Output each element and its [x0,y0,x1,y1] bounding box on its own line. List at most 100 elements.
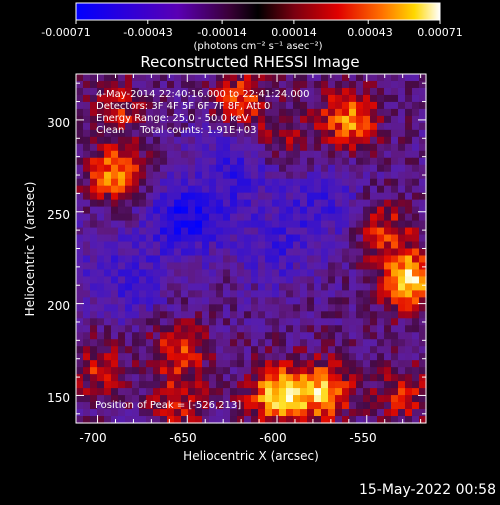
heatmap-cell [251,304,259,312]
heatmap-cell [384,409,392,417]
heatmap-cell [104,332,112,340]
heatmap-cell [398,150,406,159]
heatmap-cell [258,157,266,166]
heatmap-cell [118,192,126,201]
heatmap-cell [83,367,91,375]
heatmap-cell [160,220,168,229]
heatmap-cell [90,318,98,326]
heatmap-cell [216,255,224,264]
heatmap-cell [377,227,385,236]
heatmap-cell [328,157,336,166]
heatmap-cell [97,115,105,124]
heatmap-cell [272,234,280,243]
heatmap-cell [230,115,238,124]
heatmap-cell [132,346,140,354]
heatmap-cell [272,171,280,180]
heatmap-cell [300,157,308,166]
heatmap-cell [111,262,119,271]
heatmap-cell [139,255,147,264]
heatmap-cell [237,220,245,229]
heatmap-cell [265,129,273,138]
heatmap-cell [188,388,196,396]
heatmap-cell [90,346,98,354]
heatmap-cell [223,136,231,145]
heatmap-cell [412,339,420,347]
heatmap-cell [314,318,322,326]
heatmap-cell [90,199,98,208]
heatmap-cell [356,178,364,187]
heatmap-cell [251,353,259,361]
heatmap-cell [83,325,91,333]
heatmap-cell [328,255,336,264]
heatmap-cell [412,192,420,201]
heatmap-cell [370,325,378,333]
heatmap-cell [223,108,231,117]
heatmap-cell [405,164,413,173]
heatmap-cell [132,94,140,103]
heatmap-cell [328,416,336,424]
heatmap-cell [244,283,252,291]
heatmap-cell [398,381,406,389]
heatmap-cell [202,332,210,340]
heatmap-cell [377,129,385,138]
heatmap-cell [398,283,406,291]
heatmap-cell [118,136,126,145]
heatmap-cell [328,108,336,117]
heatmap-cell [237,185,245,194]
heatmap-cell [398,234,406,243]
heatmap-cell [153,185,161,194]
heatmap-cell [76,143,84,152]
heatmap-cell [202,74,210,82]
heatmap-cell [181,185,189,194]
heatmap-cell [314,87,322,96]
heatmap-cell [356,332,364,340]
heatmap-cell [181,318,189,326]
heatmap-cell [216,276,224,284]
heatmap-cell [356,339,364,347]
heatmap-cell [363,206,371,215]
heatmap-cell [265,136,273,145]
heatmap-cell [97,416,105,424]
heatmap-cell [146,227,154,236]
heatmap-cell [104,367,112,375]
heatmap-cell [132,332,140,340]
heatmap-cell [398,178,406,187]
heatmap-cell [153,269,161,278]
heatmap-cell [146,164,154,173]
heatmap-cell [377,206,385,215]
heatmap-cell [419,367,427,375]
heatmap-cell [279,192,287,201]
heatmap-cell [272,367,280,375]
heatmap-cell [118,150,126,159]
heatmap-cell [272,332,280,340]
heatmap-cell [251,269,259,278]
heatmap-cell [300,339,308,347]
heatmap-cell [335,164,343,173]
heatmap-cell [251,283,259,291]
heatmap-cell [293,143,301,152]
heatmap-cell [356,185,364,194]
heatmap-cell [412,311,420,319]
heatmap-cell [412,276,420,284]
heatmap-cell [188,255,196,264]
heatmap-cell [307,255,315,264]
heatmap-cell [244,388,252,396]
heatmap-cell [412,213,420,222]
heatmap-cell [300,129,308,138]
heatmap-cell [237,325,245,333]
heatmap-cell [377,332,385,340]
heatmap-cell [174,325,182,333]
heatmap-cell [328,241,336,250]
heatmap-cell [125,283,133,291]
heatmap-cell [314,339,322,347]
heatmap-cell [370,262,378,271]
heatmap-cell [216,367,224,375]
heatmap-cell [104,115,112,124]
heatmap-cell [349,255,357,264]
heatmap-cell [377,318,385,326]
heatmap-cell [167,304,175,312]
heatmap-cell [237,129,245,138]
heatmap-cell [293,248,301,257]
heatmap-cell [237,248,245,257]
heatmap-cell [153,101,161,110]
